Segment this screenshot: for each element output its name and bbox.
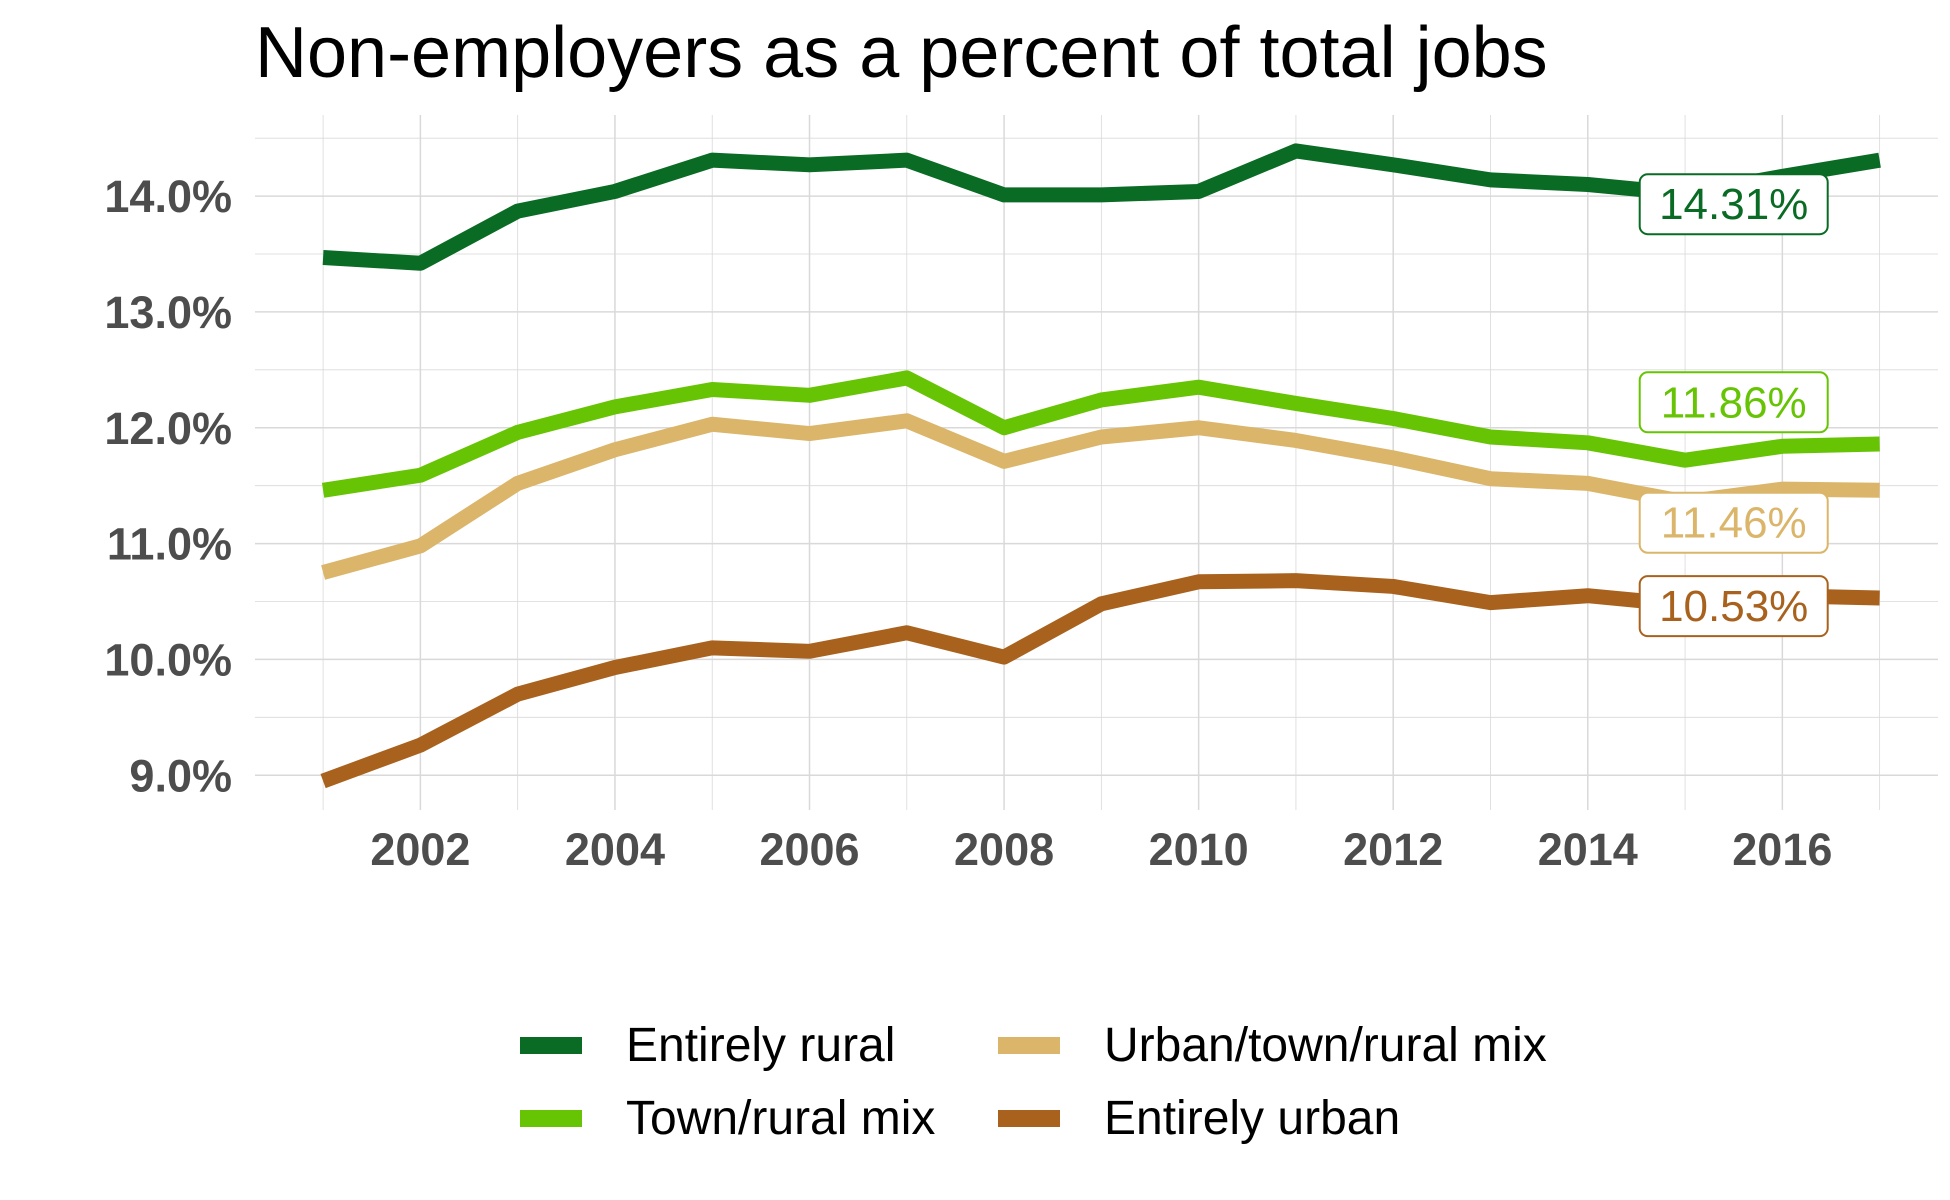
legend-swatch (520, 1110, 582, 1127)
legend: Entirely rural Urban/town/rural mix Town/r… (520, 1018, 1620, 1168)
legend-label: Urban/town/rural mix (1104, 1019, 1547, 1072)
end-label-box (1638, 173, 1829, 236)
end-label: 14.31% (1638, 173, 1829, 236)
end-label-box (1638, 575, 1829, 638)
end-value-labels: 14.31% 11.86% 11.46% 10.53% (1638, 173, 1829, 638)
series-line-entirely-rural (322, 143, 1881, 271)
legend-item-entirely-rural: Entirely rural (520, 1018, 895, 1073)
legend-label: Entirely rural (626, 1019, 896, 1072)
x-tick-label: 2010 (1149, 824, 1249, 875)
legend-label: Town/rural mix (626, 1092, 936, 1145)
line-chart: 9.0%10.0%11.0%12.0%13.0%14.0% 2002 2004 20… (104, 115, 1938, 875)
end-label: 10.53% (1638, 575, 1829, 638)
x-tick-label: 2012 (1343, 824, 1443, 875)
x-tick-label: 2014 (1538, 824, 1638, 875)
y-tick-label: 13.0% (104, 287, 232, 338)
y-tick-label: 12.0% (104, 403, 232, 454)
y-axis: 9.0% 10.0% 11.0% 12.0% 13.0% 14.0% (104, 171, 232, 801)
series-line-entirely-urban (320, 573, 1880, 789)
end-label-text: 10.53% (1659, 582, 1808, 631)
end-label-text: 11.46% (1661, 499, 1807, 548)
legend-label: Entirely urban (1104, 1092, 1401, 1145)
chart-title: Non-employers as a percent of total jobs (255, 13, 1548, 93)
y-tick-label: 14.0% (104, 171, 232, 222)
legend-item-entirely-urban: Entirely urban (998, 1091, 1400, 1146)
legend-item-urban-town-rural-mix: Urban/town/rural mix (998, 1018, 1547, 1073)
series-line-urban-town-rural-mix (321, 413, 1880, 580)
end-label-text: 11.86% (1661, 378, 1807, 427)
end-label: 11.46% (1638, 491, 1829, 554)
x-tick-label: 2008 (954, 824, 1054, 875)
end-label-text: 14.31% (1659, 180, 1808, 229)
y-tick-label: 10.0% (104, 634, 232, 685)
y-tick-label: 9.0% (129, 750, 232, 801)
y-tick-label: 11.0% (107, 519, 232, 570)
series-lines (320, 143, 1881, 789)
x-axis: 2002 2004 2006 2008 2010 2012 2014 2016 (370, 824, 1832, 875)
legend-item-town-rural-mix: Town/rural mix (520, 1091, 935, 1146)
series-line-town-rural-mix (321, 370, 1880, 498)
end-label-box (1638, 491, 1829, 554)
end-label-box (1638, 371, 1829, 434)
end-label: 11.86% (1638, 371, 1829, 434)
x-tick-label: 2006 (759, 824, 859, 875)
x-tick-label: 2004 (565, 824, 665, 875)
legend-swatch (998, 1037, 1060, 1054)
x-tick-label: 2016 (1732, 824, 1832, 875)
legend-swatch (998, 1110, 1060, 1127)
legend-swatch (520, 1037, 582, 1054)
x-tick-label: 2002 (370, 824, 470, 875)
